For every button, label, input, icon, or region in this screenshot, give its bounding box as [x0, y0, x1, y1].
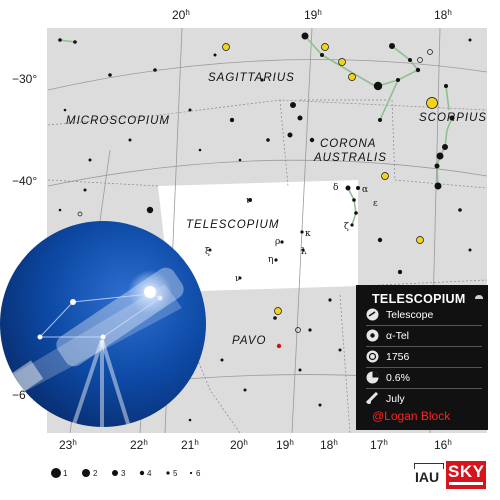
magnitude-scale: 1 2 3 4 5 6	[51, 468, 201, 478]
svg-text:18h: 18h	[434, 8, 452, 22]
info-row-area: 0.6%	[366, 368, 482, 389]
ra-label-18h-top: 18	[434, 8, 448, 22]
dec-label-minus30: −30°	[12, 72, 37, 86]
ra-label-19h-top: 19	[304, 8, 318, 22]
svg-text:ι: ι	[246, 196, 250, 206]
area-icon	[366, 371, 379, 384]
calendar-icon	[366, 392, 379, 405]
svg-text:ρ: ρ	[275, 237, 280, 247]
svg-text:δ: δ	[333, 183, 338, 193]
info-row-year: 1756	[366, 347, 482, 368]
svg-text:ξ: ξ	[205, 247, 210, 257]
svg-text:21h: 21h	[181, 438, 199, 452]
svg-text:1: 1	[63, 469, 68, 478]
star-icon	[366, 350, 379, 363]
svg-text:19h: 19h	[276, 438, 294, 452]
svg-text:17h: 17h	[370, 438, 388, 452]
label-microscopium: MICROSCOPIUM	[66, 115, 170, 127]
svg-text:16h: 16h	[434, 438, 452, 452]
ra-label-23h: 23	[59, 438, 73, 452]
label-australis: AUSTRALIS	[313, 152, 387, 164]
cloud-icon	[474, 293, 484, 301]
svg-text:20h: 20h	[172, 8, 190, 22]
ra-label-17h: 17	[370, 438, 384, 452]
info-row-month: July	[366, 389, 482, 409]
dec-label-minus40: −40°	[12, 174, 37, 188]
label-scorpius: SCORPIUS	[419, 112, 487, 124]
svg-text:19h: 19h	[304, 8, 322, 22]
label-corona: CORONA	[320, 138, 376, 150]
iau-logo: IAU	[414, 463, 444, 487]
svg-text:20h: 20h	[230, 438, 248, 452]
svg-text:η: η	[268, 255, 273, 265]
label-sagittarius: SAGITTARIUS	[208, 72, 295, 84]
label-pavo: PAVO	[232, 335, 266, 347]
svg-text:3: 3	[121, 469, 126, 478]
ra-label-20h-top: 20	[172, 8, 186, 22]
ra-label-20h-bottom: 20	[230, 438, 244, 452]
sky-telescope-logo: SKY	[446, 461, 486, 489]
svg-text:18h: 18h	[320, 438, 338, 452]
dec-label-minus60: −6	[12, 388, 26, 402]
svg-text:6: 6	[196, 469, 201, 478]
svg-text:κ: κ	[305, 229, 311, 239]
svg-text:23h: 23h	[59, 438, 77, 452]
info-title: TELESCOPIUM	[372, 292, 466, 306]
credit-text: @Logan Block	[372, 409, 450, 423]
ra-label-18h-bottom: 18	[320, 438, 334, 452]
ra-label-16h: 16	[434, 438, 448, 452]
brightest-star-icon	[366, 329, 379, 342]
info-row-brightest-star: α-Tel	[366, 326, 482, 347]
svg-text:22h: 22h	[130, 438, 148, 452]
svg-text:ζ: ζ	[344, 222, 349, 232]
svg-text:ε: ε	[373, 199, 378, 209]
ra-label-19h-bottom: 19	[276, 438, 290, 452]
constellation-icon	[366, 308, 379, 321]
red-star	[277, 344, 281, 348]
svg-text:α: α	[362, 185, 368, 195]
svg-text:λ: λ	[301, 247, 307, 257]
svg-text:ν: ν	[235, 274, 240, 284]
svg-text:2: 2	[93, 469, 98, 478]
info-row-name: Telescope	[366, 305, 482, 326]
svg-text:5: 5	[173, 469, 178, 478]
constellation-info-box: TELESCOPIUM Telescope α-Tel 1756 0.6% Ju…	[356, 285, 488, 430]
ra-label-21h: 21	[181, 438, 195, 452]
label-telescopium: TELESCOPIUM	[186, 219, 279, 231]
svg-text:4: 4	[147, 469, 152, 478]
ra-label-22h: 22	[130, 438, 144, 452]
